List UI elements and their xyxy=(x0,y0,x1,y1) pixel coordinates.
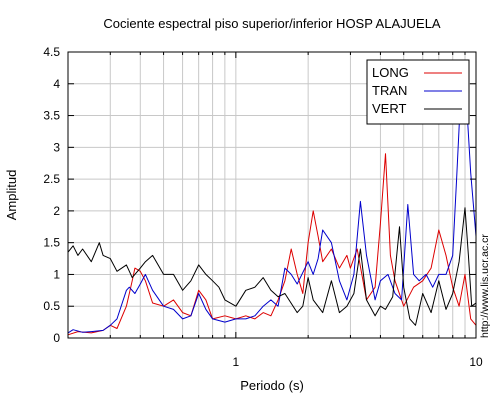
legend-label-long: LONG xyxy=(372,65,409,80)
legend: LONG TRAN VERT xyxy=(366,59,470,125)
series-line-long xyxy=(67,153,477,336)
y-tick-label: 0.5 xyxy=(43,299,60,313)
y-tick-label: 2 xyxy=(53,204,60,218)
plot-frame xyxy=(67,51,477,339)
y-tick-label: 1.5 xyxy=(43,236,60,250)
y-tick-label: 4.5 xyxy=(43,45,60,59)
legend-label-vert: VERT xyxy=(372,101,406,116)
x-axis-label: Periodo (s) xyxy=(240,378,304,393)
series-line-vert xyxy=(67,207,477,326)
y-axis-ticks: 0 0.5 1 1.5 2 2.5 3 3.5 4 4.5 xyxy=(43,45,476,345)
series-line-tran xyxy=(67,73,477,334)
y-tick-label: 3 xyxy=(53,140,60,154)
y-tick-label: 1 xyxy=(53,267,60,281)
chart-title: Cociente espectral piso superior/inferio… xyxy=(103,16,441,31)
x-tick-label: 10 xyxy=(469,355,483,369)
y-axis-label: Amplitud xyxy=(4,170,19,221)
series-lines xyxy=(67,73,477,336)
y-tick-label: 0 xyxy=(53,331,60,345)
y-tick-label: 4 xyxy=(53,77,60,91)
watermark-url: http://www.lis.ucr.ac.cr xyxy=(479,234,491,338)
x-tick-label: 1 xyxy=(233,355,240,369)
y-tick-label: 3.5 xyxy=(43,109,60,123)
legend-label-tran: TRAN xyxy=(372,83,407,98)
legend-box xyxy=(366,59,470,125)
y-tick-label: 2.5 xyxy=(43,172,60,186)
x-axis-ticks: 1 10 xyxy=(67,52,483,369)
